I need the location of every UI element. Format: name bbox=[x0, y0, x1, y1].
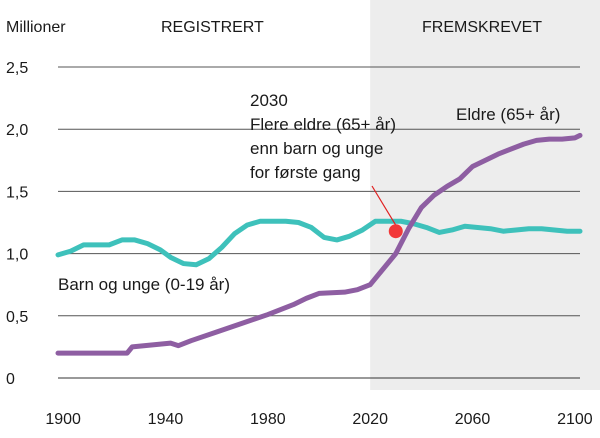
series-label-children: Barn og unge (0-19 år) bbox=[58, 275, 230, 294]
y-axis-label: Millioner bbox=[6, 19, 66, 36]
x-tick-label: 2020 bbox=[352, 411, 388, 428]
region-label-projected: FREMSKREVET bbox=[422, 19, 542, 36]
y-tick-label: 1,0 bbox=[6, 247, 28, 264]
x-tick-label: 2100 bbox=[557, 411, 593, 428]
x-tick-label: 2060 bbox=[455, 411, 491, 428]
x-tick-label: 1900 bbox=[45, 411, 81, 428]
annotation-leader-line bbox=[371, 185, 397, 226]
projection-region-shading bbox=[370, 0, 600, 390]
annotation-line-3: enn barn og unge bbox=[250, 139, 383, 158]
gridlines bbox=[58, 66, 580, 379]
y-tick-label: 0,5 bbox=[6, 309, 28, 326]
crossover-marker bbox=[388, 224, 403, 239]
annotation-line-1: 2030 bbox=[250, 91, 288, 110]
annotation-line-4: for første gang bbox=[250, 163, 361, 182]
series-label-elderly: Eldre (65+ år) bbox=[456, 105, 560, 124]
annotation-line-2: Flere eldre (65+ år) bbox=[250, 115, 396, 134]
y-tick-labels: 0 0,5 1,0 1,5 2,0 2,5 bbox=[6, 60, 28, 388]
x-tick-label: 1940 bbox=[148, 411, 184, 428]
y-tick-label: 2,5 bbox=[6, 60, 28, 77]
region-label-registered: REGISTRERT bbox=[161, 19, 264, 36]
x-tick-labels: 1900 1940 1980 2020 2060 2100 bbox=[45, 411, 592, 428]
series-line-elderly bbox=[55, 132, 583, 356]
y-tick-label: 0 bbox=[6, 371, 15, 388]
y-tick-label: 1,5 bbox=[6, 184, 28, 201]
x-tick-label: 1980 bbox=[250, 411, 286, 428]
y-tick-label: 2,0 bbox=[6, 122, 28, 139]
series-line-children bbox=[55, 218, 583, 268]
